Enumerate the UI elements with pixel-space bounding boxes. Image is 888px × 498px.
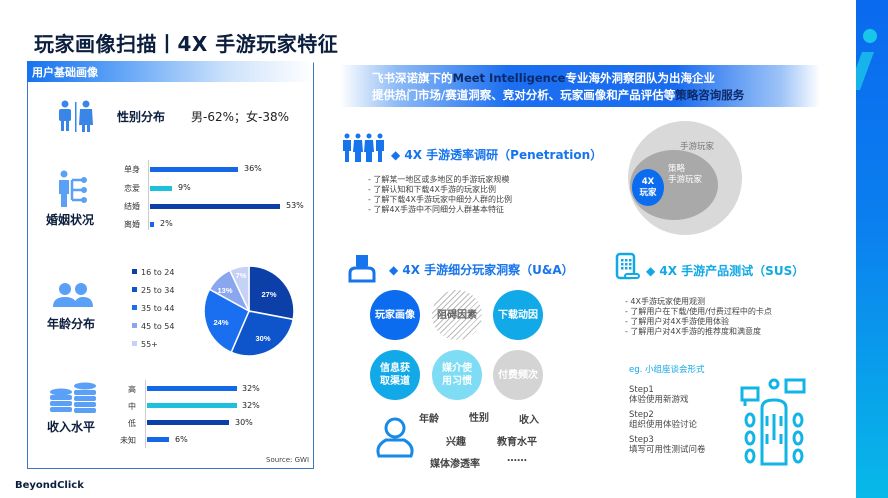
marital-bar (150, 167, 238, 172)
marital-value: 53% (286, 201, 304, 210)
marital-value: 2% (160, 219, 173, 228)
penetration-bullets: - 了解某一地区或多地区的手游玩家规模 - 了解认知和下载4X手游的玩家比例 -… (368, 175, 512, 214)
legend-item: 16 to 24 (132, 268, 174, 277)
circle-info-channels: 信息获 取渠道 (370, 350, 420, 400)
legend-item: 55+ (132, 340, 158, 349)
circle-media-habits: 媒介使 用习惯 (432, 350, 482, 400)
marital-cat: 离婚 (124, 220, 140, 229)
income-value: 32% (242, 384, 260, 393)
intro-banner: 飞书深诺旗下的Meet Intelligence专业海外洞察团队为出海企业 提供… (340, 65, 820, 107)
attr-gender: 性别 (469, 413, 489, 424)
step-item: Step2 组织使用体验讨论 (629, 410, 698, 430)
brand-side-bar (848, 0, 888, 498)
step-item: Step1 体验使用新游戏 (629, 385, 689, 405)
income-value: 32% (242, 401, 260, 410)
age-pie-chart: 27% 30% 24% 13% 7% (203, 265, 295, 357)
users-group-icon (53, 283, 93, 307)
marital-hierarchy-icon (59, 170, 87, 207)
legend-item: 25 to 34 (132, 286, 174, 295)
attr-interest: 兴趣 (446, 437, 466, 448)
penetration-title: ◆ 4X 手游透率调研（Penetration） (391, 148, 603, 162)
marital-bar (150, 186, 172, 191)
circle-barriers: 阻碍因素 (432, 290, 482, 340)
sus-title: ◆ 4X 手游产品测试（SUS） (646, 264, 805, 278)
page-title: 玩家画像扫描丨4X 手游玩家特征 (34, 32, 339, 56)
svg-text:30%: 30% (255, 334, 270, 343)
marital-cat: 恋爱 (124, 184, 140, 193)
income-cat: 高 (128, 385, 136, 394)
attr-more: …… (507, 453, 527, 464)
marital-label: 婚姻状况 (46, 213, 95, 227)
user-laptop-icon (348, 255, 376, 283)
income-bar (147, 386, 237, 391)
income-cat: 中 (128, 402, 136, 411)
svg-text:7%: 7% (236, 271, 247, 280)
company-logo: BeyondClick (15, 480, 84, 491)
step-item: Step3 填写可用性测试问卷 (629, 435, 706, 455)
ua-title: ◆ 4X 手游细分玩家洞察（U&A） (389, 263, 574, 277)
marital-cat: 结婚 (124, 202, 140, 211)
venn-inner: 4X 玩家 (632, 169, 664, 206)
panel-header: 用户基础画像 (27, 61, 313, 82)
gender-label: 性别分布 (117, 110, 166, 124)
svg-text:24%: 24% (213, 318, 228, 327)
legend-item: 35 to 44 (132, 304, 174, 313)
attr-media-penetration: 媒体渗透率 (430, 459, 480, 470)
source-note: Source: GWI (266, 456, 310, 464)
marital-bar (150, 222, 154, 227)
income-axis (145, 380, 146, 448)
phone-test-icon (615, 252, 640, 280)
focus-group-icon (740, 378, 806, 466)
sus-bullets: - 4X手游玩家使用观测 - 了解用户在下载/使用/付费过程中的卡点 - 了解用… (625, 297, 772, 336)
circle-download-motivation: 下载动因 (493, 290, 543, 340)
income-label: 收入水平 (47, 420, 96, 434)
income-value: 30% (235, 418, 253, 427)
marital-bar (150, 204, 280, 209)
svg-text:27%: 27% (261, 290, 276, 299)
attr-income: 收入 (519, 415, 539, 426)
marital-value: 36% (244, 164, 262, 173)
crowd-people-icon (343, 133, 384, 162)
gender-value: 男-62%；女-38% (191, 110, 290, 124)
circle-payment-frequency: 付费频次 (493, 350, 543, 400)
income-bar (147, 403, 237, 408)
coins-stack-icon (50, 382, 96, 413)
income-value: 6% (175, 435, 188, 444)
circle-player-profile: 玩家画像 (370, 290, 420, 340)
attr-education: 教育水平 (497, 437, 537, 448)
eg-label: eg. 小组座谈会形式 (629, 365, 705, 375)
step-list: Step1 体验使用新游戏 Step2 组织使用体验讨论 Step3 填写可用性测试问… (629, 385, 706, 455)
marital-axis (148, 160, 149, 230)
income-cat: 未知 (120, 436, 136, 445)
income-cat: 低 (128, 419, 136, 428)
marital-cat: 单身 (124, 165, 140, 174)
brand-logo-icon (848, 29, 877, 90)
user-outline-icon (376, 417, 414, 458)
attr-age: 年龄 (419, 414, 439, 425)
income-bar (147, 437, 169, 442)
svg-text:13%: 13% (217, 286, 232, 295)
income-bar (147, 420, 229, 425)
marital-value: 9% (178, 183, 191, 192)
age-label: 年龄分布 (47, 317, 96, 331)
legend-item: 45 to 54 (132, 322, 174, 331)
gender-restroom-icon (59, 100, 93, 132)
